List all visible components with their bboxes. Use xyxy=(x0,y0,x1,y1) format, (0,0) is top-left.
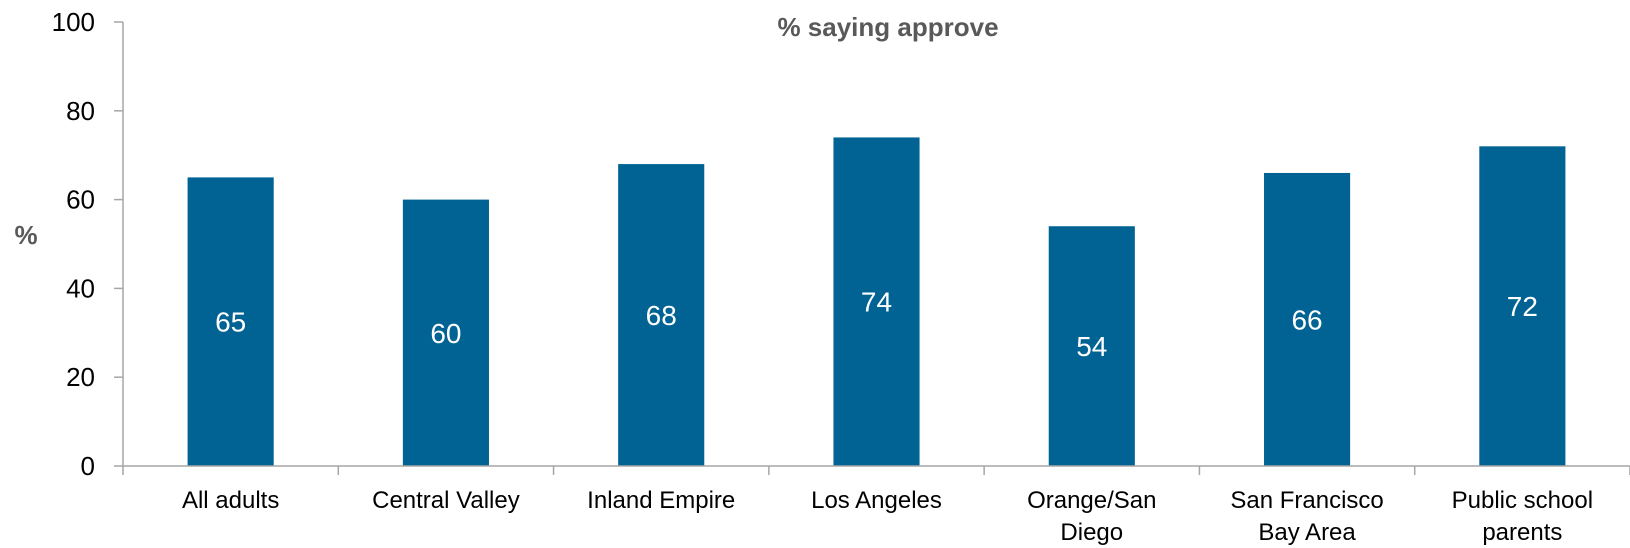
x-axis: All adults Central Valley Inland Empire Los… xyxy=(122,465,1630,546)
bar xyxy=(1264,172,1351,466)
x-tick-label: Public school xyxy=(1452,487,1593,514)
data-label: 72 xyxy=(1507,291,1538,322)
y-axis-label: % xyxy=(14,220,37,250)
bar xyxy=(1479,146,1566,466)
bar xyxy=(618,164,705,466)
x-tick-label: Inland Empire xyxy=(587,487,735,514)
y-tick-label: 100 xyxy=(52,7,95,37)
x-tick-label: Diego xyxy=(1060,519,1123,546)
x-tick-label: San Francisco xyxy=(1230,487,1383,514)
y-tick-label: 20 xyxy=(66,362,95,392)
bar xyxy=(402,199,489,466)
x-tick-label: Central Valley xyxy=(372,487,520,514)
data-label: 68 xyxy=(646,300,677,331)
x-tick-label: Bay Area xyxy=(1258,519,1356,546)
data-label: 60 xyxy=(430,318,461,349)
y-tick-label: 0 xyxy=(81,451,95,481)
y-tick-label: 40 xyxy=(66,273,95,303)
data-label: 54 xyxy=(1076,331,1107,362)
bars: 65 60 68 74 54 66 72 xyxy=(187,137,1566,466)
x-tick-label: All adults xyxy=(182,487,279,514)
bar xyxy=(833,137,920,466)
y-tick-label: 80 xyxy=(66,96,95,126)
x-tick-label: Los Angeles xyxy=(811,487,942,514)
data-label: 74 xyxy=(861,287,892,318)
data-label: 66 xyxy=(1291,304,1322,335)
y-axis: 0 20 40 60 80 100 xyxy=(52,7,124,481)
x-tick-label: Orange/San xyxy=(1027,487,1156,514)
data-label: 65 xyxy=(215,307,246,338)
chart-title: % saying approve xyxy=(777,12,998,42)
x-tick-label: parents xyxy=(1482,519,1562,546)
bar xyxy=(1048,226,1135,466)
bar xyxy=(187,177,274,466)
y-tick-label: 60 xyxy=(66,185,95,215)
